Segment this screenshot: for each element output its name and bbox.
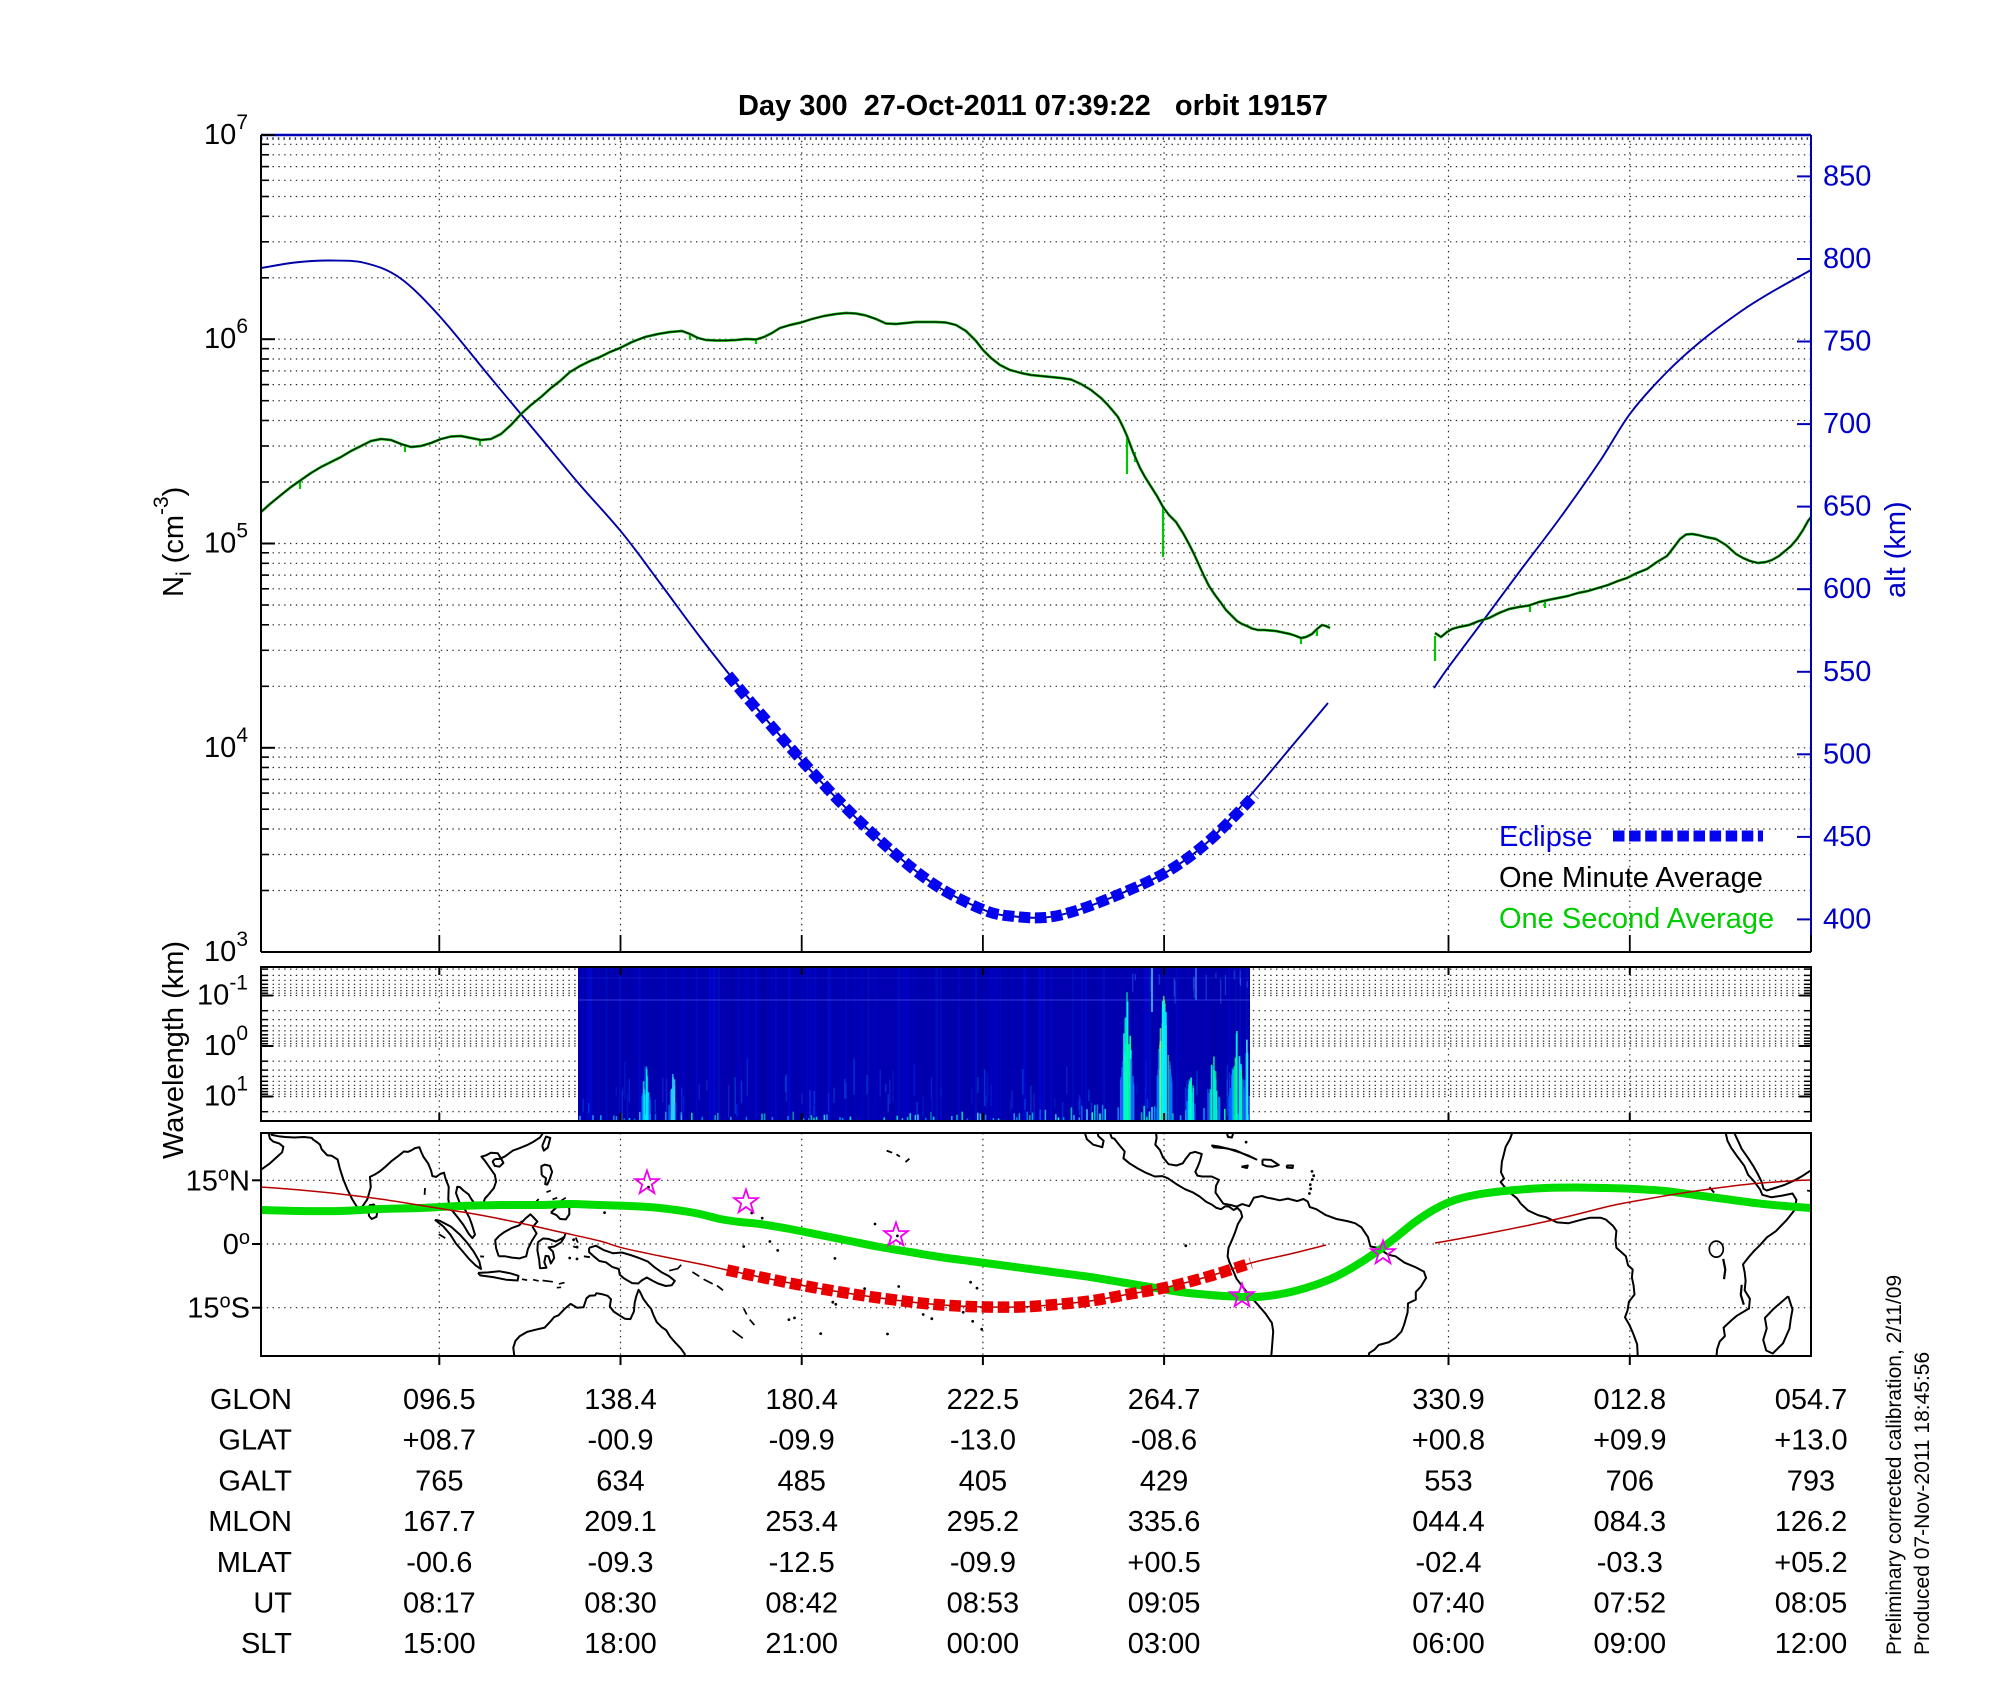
svg-text:167.7: 167.7 [403,1506,476,1538]
svg-text:03:00: 03:00 [1128,1628,1201,1660]
svg-text:09:05: 09:05 [1128,1588,1201,1620]
svg-text:07:52: 07:52 [1594,1588,1667,1620]
svg-text:Wavelength (km): Wavelength (km) [158,941,190,1159]
svg-text:+08.7: +08.7 [403,1425,476,1457]
svg-text:+13.0: +13.0 [1774,1425,1847,1457]
svg-text:Preliminary corrected calibrat: Preliminary corrected calibration, 2/11/… [1883,1275,1906,1655]
svg-text:180.4: 180.4 [765,1384,838,1416]
svg-text:-02.4: -02.4 [1415,1547,1481,1579]
svg-text:429: 429 [1140,1465,1188,1497]
svg-text:GLON: GLON [210,1384,292,1416]
svg-text:08:05: 08:05 [1775,1588,1848,1620]
svg-text:+00.5: +00.5 [1127,1547,1200,1579]
svg-text:500: 500 [1823,738,1871,770]
svg-text:335.6: 335.6 [1128,1506,1201,1538]
svg-text:330.9: 330.9 [1412,1384,1485,1416]
svg-text:18:00: 18:00 [584,1628,657,1660]
svg-text:793: 793 [1787,1465,1835,1497]
svg-text:450: 450 [1823,821,1871,853]
svg-text:+05.2: +05.2 [1774,1547,1847,1579]
svg-text:700: 700 [1823,408,1871,440]
svg-text:264.7: 264.7 [1128,1384,1201,1416]
svg-text:12:00: 12:00 [1775,1628,1848,1660]
svg-text:850: 850 [1823,160,1871,192]
svg-text:15oN: 15oN [186,1163,250,1197]
svg-text:222.5: 222.5 [947,1384,1020,1416]
svg-text:044.4: 044.4 [1412,1506,1485,1538]
svg-text:800: 800 [1823,243,1871,275]
svg-text:MLON: MLON [208,1506,292,1538]
svg-text:UT: UT [253,1588,292,1620]
svg-text:08:30: 08:30 [584,1588,657,1620]
svg-text:One Minute Average: One Minute Average [1499,862,1763,894]
svg-text:alt (km): alt (km) [1880,501,1912,598]
svg-text:15oS: 15oS [187,1291,250,1325]
svg-text:650: 650 [1823,491,1871,523]
svg-text:+09.9: +09.9 [1593,1425,1666,1457]
svg-text:253.4: 253.4 [765,1506,838,1538]
svg-text:634: 634 [596,1465,644,1497]
svg-text:06:00: 06:00 [1412,1628,1485,1660]
svg-text:-08.6: -08.6 [1131,1425,1197,1457]
svg-text:295.2: 295.2 [947,1506,1020,1538]
svg-text:21:00: 21:00 [765,1628,838,1660]
svg-text:07:40: 07:40 [1412,1588,1485,1620]
svg-text:08:42: 08:42 [765,1588,838,1620]
svg-text:08:53: 08:53 [947,1588,1020,1620]
svg-text:138.4: 138.4 [584,1384,657,1416]
svg-text:-12.5: -12.5 [769,1547,835,1579]
svg-text:-09.9: -09.9 [769,1425,835,1457]
svg-text:-00.6: -00.6 [406,1547,472,1579]
svg-text:Produced 07-Nov-2011 18:45:56: Produced 07-Nov-2011 18:45:56 [1911,1352,1934,1655]
svg-text:096.5: 096.5 [403,1384,476,1416]
svg-text:553: 553 [1424,1465,1472,1497]
svg-text:600: 600 [1823,573,1871,605]
svg-text:Day 300 27-Oct-2011 07:39:22: Day 300 27-Oct-2011 07:39:22 orbit 19157 [738,90,1328,122]
svg-text:485: 485 [778,1465,826,1497]
svg-text:126.2: 126.2 [1775,1506,1848,1538]
svg-text:09:00: 09:00 [1594,1628,1667,1660]
svg-text:SLT: SLT [241,1628,292,1660]
svg-text:08:17: 08:17 [403,1588,476,1620]
svg-text:706: 706 [1606,1465,1654,1497]
svg-text:-13.0: -13.0 [950,1425,1016,1457]
svg-text:765: 765 [415,1465,463,1497]
svg-text:15:00: 15:00 [403,1628,476,1660]
svg-text:012.8: 012.8 [1594,1384,1667,1416]
svg-text:-09.3: -09.3 [587,1547,653,1579]
svg-text:-03.3: -03.3 [1597,1547,1663,1579]
svg-text:550: 550 [1823,656,1871,688]
svg-text:Eclipse: Eclipse [1499,821,1593,853]
svg-text:GLAT: GLAT [218,1425,292,1457]
svg-text:054.7: 054.7 [1775,1384,1848,1416]
svg-text:405: 405 [959,1465,1007,1497]
svg-text:MLAT: MLAT [217,1547,292,1579]
svg-text:400: 400 [1823,903,1871,935]
svg-text:084.3: 084.3 [1594,1506,1667,1538]
svg-text:750: 750 [1823,326,1871,358]
svg-text:-09.9: -09.9 [950,1547,1016,1579]
svg-text:-00.9: -00.9 [587,1425,653,1457]
svg-text:One Second Average: One Second Average [1499,903,1774,935]
svg-text:GALT: GALT [218,1465,292,1497]
svg-text:00:00: 00:00 [947,1628,1020,1660]
svg-text:209.1: 209.1 [584,1506,657,1538]
svg-text:+00.8: +00.8 [1412,1425,1485,1457]
